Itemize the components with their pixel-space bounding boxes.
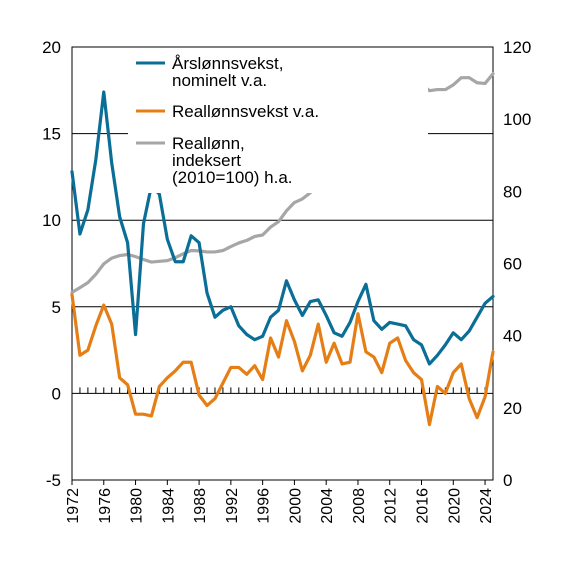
x-tick-label: 1980 bbox=[129, 488, 146, 524]
right-axis: 0 20 40 60 80 100 120 bbox=[503, 38, 531, 490]
zero-line-ticks bbox=[71, 387, 494, 394]
right-tick-label: 120 bbox=[503, 38, 531, 57]
x-tick-label: 1992 bbox=[224, 488, 241, 524]
series-line-0 bbox=[70, 90, 495, 366]
x-tick-label: 2008 bbox=[351, 488, 368, 524]
legend-label-real-growth: Reallønnsvekst v.a. bbox=[172, 102, 319, 121]
x-tick-label: 2016 bbox=[415, 488, 432, 524]
legend-label-nominal-line1: Årslønnsvekst, bbox=[172, 54, 283, 73]
left-axis: -5 0 5 10 15 20 bbox=[42, 38, 61, 490]
series-line-1 bbox=[70, 293, 495, 427]
right-tick-label: 0 bbox=[503, 471, 512, 490]
legend-background bbox=[128, 48, 428, 193]
right-tick-label: 20 bbox=[503, 399, 522, 418]
x-tick-label: 2024 bbox=[478, 488, 495, 524]
x-tick-label: 1984 bbox=[160, 488, 177, 524]
left-tick-label: 5 bbox=[52, 298, 61, 317]
x-tick-label: 1976 bbox=[97, 488, 114, 524]
legend-label-real-index-line2: indeksert bbox=[172, 151, 241, 170]
left-tick-label: 0 bbox=[52, 384, 61, 403]
x-tick-label: 2004 bbox=[319, 488, 336, 524]
x-tick-label: 1988 bbox=[192, 488, 209, 524]
x-tick-label: 2020 bbox=[446, 488, 463, 524]
x-tick-label: 2000 bbox=[287, 488, 304, 524]
right-tick-label: 40 bbox=[503, 327, 522, 346]
left-tick-label: 20 bbox=[42, 38, 61, 57]
plot-frame bbox=[71, 46, 494, 481]
x-tick-label: 2012 bbox=[383, 488, 400, 524]
left-tick-label: -5 bbox=[46, 471, 61, 490]
legend-label-real-index-line1: Reallønn, bbox=[172, 134, 245, 153]
legend-label-real-index-line3: (2010=100) h.a. bbox=[172, 168, 293, 187]
right-tick-label: 60 bbox=[503, 255, 522, 274]
left-tick-label: 10 bbox=[42, 211, 61, 230]
legend-label-nominal-line2: nominelt v.a. bbox=[172, 71, 267, 90]
x-tick-label: 1996 bbox=[256, 488, 273, 524]
x-tick-label: 1972 bbox=[65, 488, 82, 524]
left-tick-label: 15 bbox=[42, 125, 61, 144]
right-tick-label: 100 bbox=[503, 110, 531, 129]
legend: Årslønnsvekst, nominelt v.a. Reallønnsve… bbox=[128, 48, 428, 193]
x-axis: 1972 1976 1980 1984 1988 1992 1996 2000 2004 2008… bbox=[65, 480, 495, 524]
right-tick-label: 80 bbox=[503, 182, 522, 201]
